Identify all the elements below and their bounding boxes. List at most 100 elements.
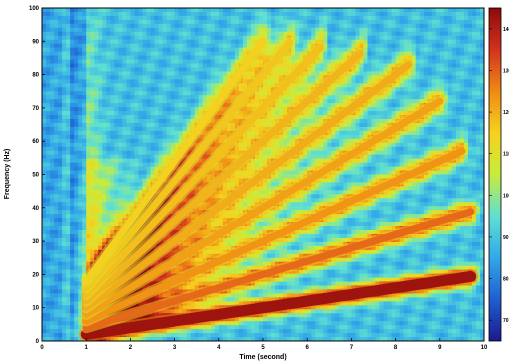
heatmap-cell bbox=[42, 174, 47, 180]
heatmap-cell bbox=[407, 31, 413, 37]
heatmap-cell bbox=[459, 27, 465, 33]
heatmap-cell bbox=[267, 178, 272, 184]
heatmap-cell bbox=[443, 23, 449, 29]
heatmap-cell bbox=[218, 71, 224, 76]
heatmap-cell bbox=[351, 174, 357, 180]
heatmap-cell bbox=[467, 11, 473, 17]
heatmap-cell bbox=[359, 115, 365, 120]
heatmap-cell bbox=[130, 158, 136, 164]
heatmap-cell bbox=[311, 126, 316, 132]
heatmap-cell bbox=[443, 162, 449, 168]
heatmap-cell bbox=[246, 111, 252, 116]
heatmap-cell bbox=[323, 99, 328, 104]
heatmap-cell bbox=[142, 111, 148, 116]
heatmap-cell bbox=[122, 75, 127, 80]
heatmap-cell bbox=[479, 43, 484, 49]
heatmap-cell bbox=[367, 11, 373, 17]
heatmap-cell bbox=[391, 8, 397, 13]
heatmap-cell bbox=[102, 51, 107, 57]
heatmap-cell bbox=[399, 31, 405, 37]
heatmap-cell bbox=[427, 55, 433, 61]
heatmap-cell bbox=[158, 158, 164, 164]
heatmap-cell bbox=[54, 95, 59, 100]
heatmap-cell bbox=[371, 178, 377, 184]
heatmap-cell bbox=[222, 71, 228, 76]
heatmap-cell bbox=[98, 150, 103, 156]
heatmap-cell bbox=[122, 31, 127, 37]
heatmap-cell bbox=[82, 95, 87, 100]
heatmap-cell bbox=[82, 39, 87, 45]
heatmap-cell bbox=[186, 75, 192, 80]
heatmap-cell bbox=[407, 146, 413, 152]
heatmap-cell bbox=[263, 51, 268, 57]
heatmap-cell bbox=[162, 79, 168, 84]
heatmap-cell bbox=[246, 11, 252, 17]
heatmap-cell bbox=[379, 142, 385, 148]
heatmap-cell bbox=[238, 39, 244, 45]
heatmap-cell bbox=[295, 154, 300, 160]
heatmap-cell bbox=[443, 103, 449, 108]
heatmap-cell bbox=[419, 182, 425, 187]
heatmap-cell bbox=[279, 67, 284, 73]
heatmap-cell bbox=[66, 111, 71, 116]
heatmap-cell bbox=[170, 103, 176, 108]
heatmap-cell bbox=[158, 31, 164, 37]
heatmap-cell bbox=[114, 75, 119, 80]
heatmap-cell bbox=[415, 99, 421, 104]
heatmap-cell bbox=[475, 47, 481, 53]
heatmap-cell bbox=[162, 91, 168, 96]
heatmap-cell bbox=[222, 63, 228, 69]
heatmap-cell bbox=[218, 35, 224, 41]
heatmap-cell bbox=[399, 138, 405, 144]
heatmap-cell bbox=[118, 55, 123, 61]
heatmap-cell bbox=[238, 19, 244, 25]
heatmap-cell bbox=[154, 11, 160, 17]
heatmap-cell bbox=[359, 15, 365, 21]
heatmap-cell bbox=[250, 158, 256, 164]
heatmap-cell bbox=[415, 59, 421, 65]
heatmap-cell bbox=[427, 174, 433, 180]
heatmap-cell bbox=[198, 79, 204, 84]
heatmap-cell bbox=[271, 19, 276, 25]
heatmap-cell bbox=[246, 31, 252, 37]
heatmap-cell bbox=[46, 15, 51, 21]
heatmap-cell bbox=[423, 43, 429, 49]
heatmap-cell bbox=[258, 91, 264, 96]
heatmap-cell bbox=[226, 8, 232, 13]
heatmap-cell bbox=[267, 182, 272, 187]
heatmap-cell bbox=[158, 71, 164, 76]
heatmap-cell bbox=[335, 130, 340, 136]
heatmap-cell bbox=[66, 130, 71, 136]
heatmap-cell bbox=[178, 91, 184, 96]
heatmap-cell bbox=[146, 47, 152, 53]
heatmap-cell bbox=[411, 19, 417, 25]
heatmap-cell bbox=[275, 134, 280, 140]
heatmap-cell bbox=[214, 91, 220, 96]
heatmap-cell bbox=[435, 115, 441, 120]
heatmap-cell bbox=[114, 138, 119, 144]
heatmap-cell bbox=[162, 107, 168, 112]
heatmap-cell bbox=[86, 122, 91, 128]
heatmap-cell bbox=[150, 166, 156, 172]
heatmap-cell bbox=[263, 8, 268, 13]
heatmap-cell bbox=[359, 59, 365, 65]
heatmap-cell bbox=[234, 119, 240, 124]
heatmap-cell bbox=[94, 35, 99, 41]
heatmap-cell bbox=[166, 55, 172, 61]
heatmap-cell bbox=[387, 150, 393, 156]
heatmap-cell bbox=[319, 59, 324, 65]
heatmap-cell bbox=[323, 95, 328, 100]
heatmap-cell bbox=[351, 115, 357, 120]
heatmap-cell bbox=[363, 119, 369, 124]
heatmap-cell bbox=[230, 15, 236, 21]
heatmap-cell bbox=[295, 15, 300, 21]
heatmap-cell bbox=[86, 8, 91, 13]
heatmap-cell bbox=[315, 182, 320, 187]
heatmap-cell bbox=[110, 83, 115, 88]
heatmap-cell bbox=[50, 35, 55, 41]
heatmap-cell bbox=[94, 83, 99, 88]
heatmap-cell bbox=[230, 182, 236, 187]
heatmap-cell bbox=[214, 71, 220, 76]
heatmap-cell bbox=[102, 182, 107, 187]
heatmap-cell bbox=[70, 119, 75, 124]
